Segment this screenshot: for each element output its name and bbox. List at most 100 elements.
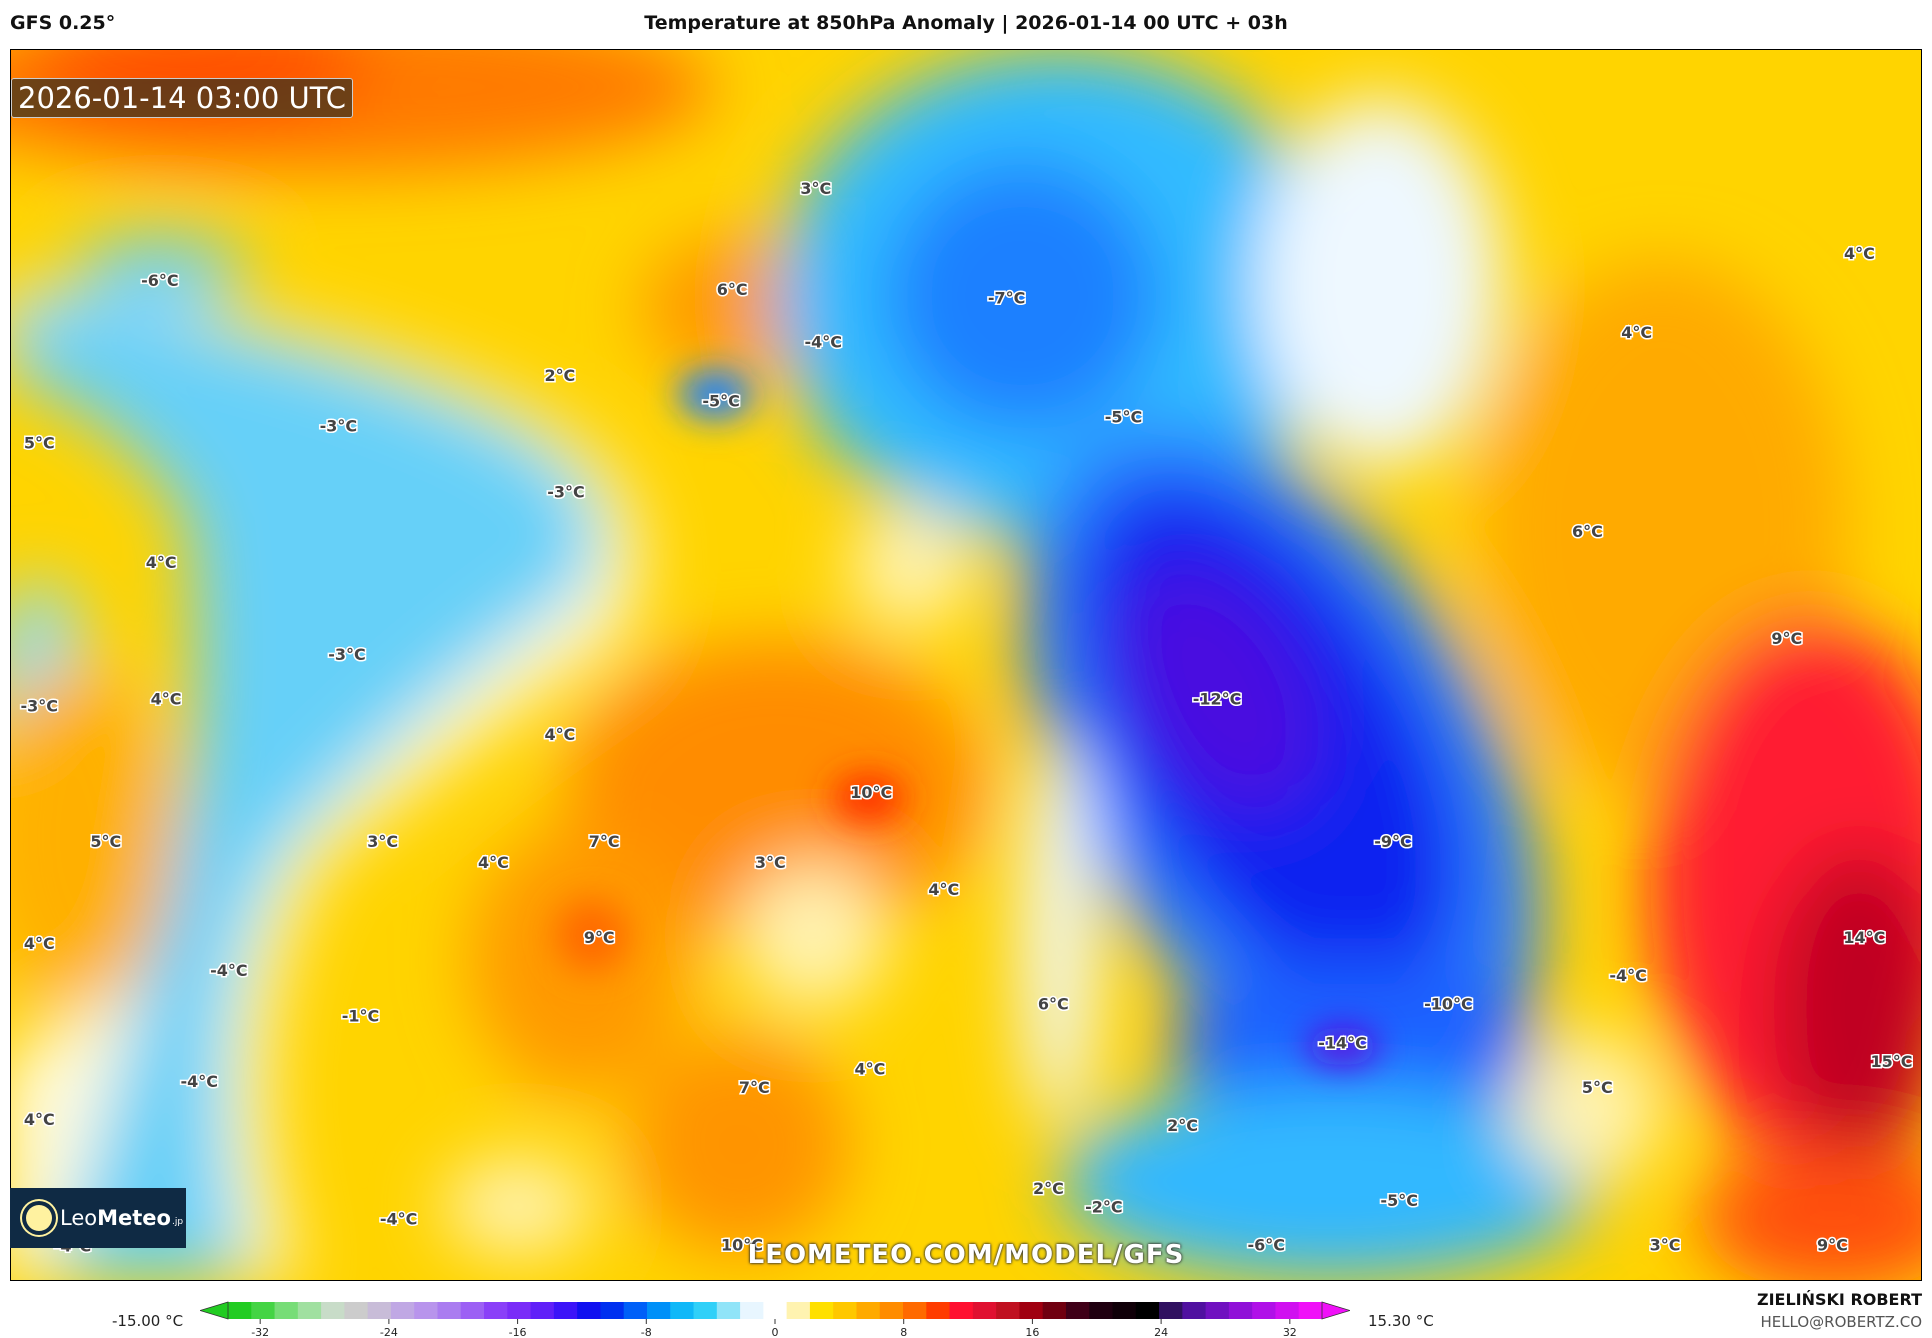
colorbar-segment bbox=[809, 1302, 834, 1319]
colorbar-segment bbox=[321, 1302, 345, 1319]
website-watermark: LEOMETEO.COM/MODEL/GFS bbox=[747, 1240, 1185, 1270]
colorbar-segment bbox=[228, 1302, 252, 1319]
colorbar-max-label: 15.30 °C bbox=[1368, 1312, 1434, 1330]
temperature-label: 2°C bbox=[544, 366, 575, 385]
temperature-label: 3°C bbox=[755, 853, 786, 872]
temperature-label: 15°C bbox=[1870, 1052, 1912, 1071]
temperature-label: 6°C bbox=[717, 280, 748, 299]
temperature-label: -4°C bbox=[210, 961, 247, 980]
temperature-label: -3°C bbox=[328, 645, 365, 664]
colorbar-segment bbox=[484, 1302, 508, 1319]
author-name: ZIELIŃSKI ROBERT bbox=[1756, 1290, 1922, 1309]
colorbar-segment bbox=[1228, 1302, 1253, 1319]
colorbar-segment bbox=[903, 1302, 927, 1319]
temperature-label: 7°C bbox=[739, 1078, 770, 1097]
temperature-label: 4°C bbox=[151, 689, 182, 708]
temperature-label: 14°C bbox=[1843, 928, 1885, 947]
leometeo-logo: Leo Meteo .jp bbox=[10, 1188, 186, 1248]
colorbar-segment bbox=[414, 1302, 439, 1319]
colorbar-tick-label: -32 bbox=[251, 1326, 269, 1338]
temperature-label: 4°C bbox=[24, 934, 55, 953]
temperature-label: 6°C bbox=[1572, 522, 1603, 541]
colorbar-segment bbox=[1182, 1302, 1207, 1319]
temperature-label: 5°C bbox=[24, 434, 55, 453]
colorbar-segment bbox=[693, 1302, 718, 1319]
temperature-label: 10°C bbox=[721, 1235, 763, 1254]
colorbar-segment bbox=[251, 1302, 276, 1319]
colorbar-max-arrow bbox=[1321, 1301, 1350, 1320]
colorbar-segment bbox=[297, 1302, 322, 1319]
temperature-label: -5°C bbox=[1105, 408, 1142, 427]
colorbar-tick-label: 8 bbox=[900, 1326, 907, 1338]
temperature-label: -4°C bbox=[380, 1210, 417, 1229]
colorbar-segment bbox=[507, 1302, 532, 1319]
colorbar-segment bbox=[344, 1302, 369, 1319]
colorbar: -32 -24 -16 -8 0 8 16 24 32 bbox=[200, 1301, 1350, 1338]
colorbar-tick-label: 16 bbox=[1025, 1326, 1039, 1338]
colorbar-segment bbox=[1275, 1302, 1300, 1319]
temperature-label: 10°C bbox=[850, 783, 892, 802]
colorbar-segment bbox=[530, 1302, 555, 1319]
colorbar-min-label: -15.00 °C bbox=[112, 1312, 184, 1330]
valid-time-stamp: 2026-01-14 03:00 UTC bbox=[11, 78, 354, 118]
temperature-label: 4°C bbox=[928, 880, 959, 899]
colorbar-segment bbox=[716, 1302, 741, 1319]
temperature-label: -5°C bbox=[702, 392, 739, 411]
model-name: GFS 0.25° bbox=[10, 12, 116, 34]
temperature-label: 4°C bbox=[1844, 244, 1875, 263]
colorbar-segment bbox=[763, 1302, 788, 1319]
temperature-label: 9°C bbox=[1817, 1235, 1848, 1254]
anomaly-field: 3°C -6°C 6°C -7°C 4°C 4°C -4°C 2°C -5°C -3°C -5°C 5… bbox=[11, 50, 1921, 1280]
colorbar-tick-label: -24 bbox=[380, 1326, 398, 1338]
temperature-label: 4°C bbox=[146, 553, 177, 572]
temperature-label: -4°C bbox=[804, 333, 841, 352]
colorbar-segment bbox=[972, 1302, 997, 1319]
colorbar-segment bbox=[949, 1302, 974, 1319]
temperature-label: -5°C bbox=[1380, 1191, 1417, 1210]
colorbar-segment bbox=[1135, 1302, 1160, 1319]
colorbar-min-arrow bbox=[200, 1301, 229, 1320]
temperature-label: -12°C bbox=[1193, 689, 1242, 708]
colorbar-segment bbox=[786, 1302, 811, 1319]
colorbar-tick-label: 32 bbox=[1283, 1326, 1297, 1338]
colorbar-segment bbox=[460, 1302, 485, 1319]
temperature-label: -1°C bbox=[342, 1007, 379, 1026]
colorbar-segment bbox=[670, 1302, 695, 1319]
colorbar-segment bbox=[577, 1302, 602, 1319]
temperature-label: -3°C bbox=[21, 697, 58, 716]
colorbar-tick-label: -8 bbox=[641, 1326, 652, 1338]
colorbar-segment bbox=[1065, 1302, 1090, 1319]
temperature-label: 4°C bbox=[855, 1060, 886, 1079]
temperature-label: -3°C bbox=[547, 483, 584, 502]
temperature-label: 9°C bbox=[1771, 629, 1802, 648]
sun-icon bbox=[26, 1205, 52, 1231]
colorbar-segment bbox=[856, 1302, 881, 1319]
temperature-label: 5°C bbox=[1582, 1078, 1613, 1097]
temperature-label: -14°C bbox=[1318, 1034, 1367, 1053]
colorbar-segment bbox=[1019, 1302, 1044, 1319]
author-email: HELLO@ROBERTZ.CO bbox=[1760, 1313, 1922, 1331]
colorbar-segment bbox=[996, 1302, 1021, 1319]
colorbar-tick-label: -16 bbox=[509, 1326, 527, 1338]
temperature-label: -2°C bbox=[1085, 1197, 1122, 1216]
colorbar-segment bbox=[1205, 1302, 1230, 1319]
colorbar-segment bbox=[1042, 1302, 1067, 1319]
colorbar-segment bbox=[600, 1302, 625, 1319]
colorbar-segment bbox=[1298, 1302, 1323, 1319]
temperature-label: 9°C bbox=[584, 928, 615, 947]
colorbar-segment bbox=[1112, 1302, 1137, 1319]
colorbar-segment bbox=[646, 1302, 671, 1319]
temperature-label: -6°C bbox=[141, 271, 178, 290]
temperature-label: -10°C bbox=[1424, 994, 1473, 1013]
colorbar-segment bbox=[1252, 1302, 1277, 1319]
colorbar-segment bbox=[390, 1302, 415, 1319]
temperature-label: -4°C bbox=[1609, 966, 1646, 985]
temperature-label: 6°C bbox=[1038, 994, 1069, 1013]
colorbar-segment bbox=[367, 1302, 392, 1319]
colorbar-segment bbox=[553, 1302, 578, 1319]
temperature-label: 4°C bbox=[544, 725, 575, 744]
logo-suffix: .jp bbox=[171, 1217, 184, 1227]
colorbar-segment bbox=[1089, 1302, 1114, 1319]
colorbar-tick-label: 24 bbox=[1154, 1326, 1168, 1338]
temperature-label: -3°C bbox=[320, 416, 357, 435]
